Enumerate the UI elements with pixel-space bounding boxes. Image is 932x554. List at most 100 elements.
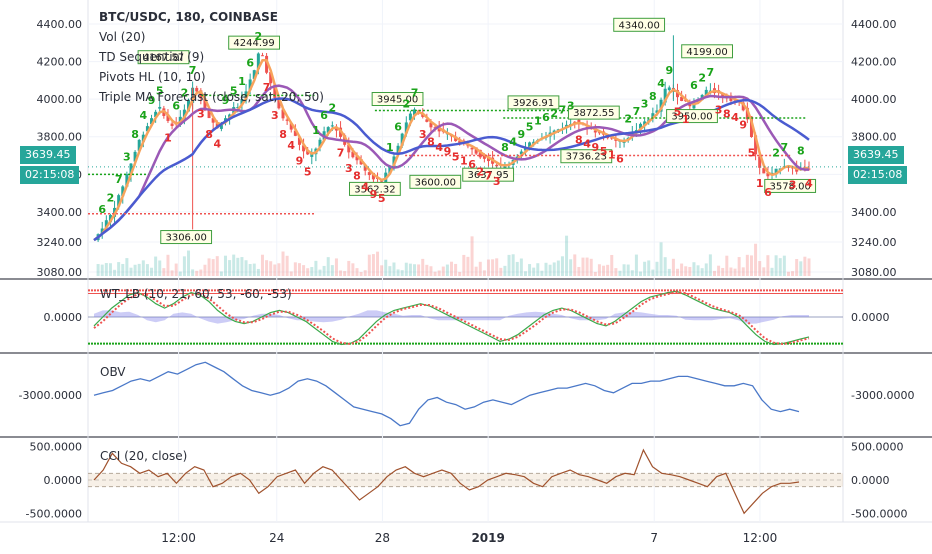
- volume-bar: [211, 259, 215, 276]
- volume-bar: [523, 271, 527, 276]
- td-count-digit: 9: [296, 154, 304, 167]
- td-count-digit: 6: [542, 111, 550, 124]
- volume-bar: [708, 254, 712, 276]
- cci-pane-title[interactable]: CCI (20, close): [100, 449, 188, 463]
- candle-body: [639, 123, 643, 129]
- volume-bar: [413, 264, 417, 276]
- pivot-label-text: 3637.95: [467, 170, 508, 181]
- volume-bar: [429, 266, 433, 276]
- volume-bar: [281, 251, 285, 276]
- td-count-digit: 1: [608, 149, 616, 162]
- volume-bar: [618, 270, 622, 276]
- volume-bar: [684, 266, 688, 276]
- volume-bar: [408, 263, 412, 276]
- volume-bar: [285, 255, 289, 276]
- pivot-label-text: 3950.00: [671, 112, 712, 123]
- volume-bar: [754, 243, 758, 276]
- volume-bar: [507, 254, 511, 276]
- candle-body: [166, 114, 170, 122]
- candle-body: [318, 139, 322, 147]
- volume-bar: [392, 262, 396, 276]
- candle-body: [676, 90, 680, 98]
- indicator-pivots[interactable]: Pivots HL (10, 10): [99, 70, 206, 84]
- volume-bar: [306, 268, 310, 276]
- volume-bar: [314, 260, 318, 276]
- volume-bar: [766, 255, 770, 276]
- volume-bar: [166, 254, 170, 276]
- candle-body: [667, 87, 671, 91]
- volume-bar: [232, 254, 236, 276]
- volume-bar: [141, 260, 145, 276]
- volume-bar: [145, 264, 149, 276]
- volume-bar: [569, 259, 573, 276]
- volume-bar: [589, 258, 593, 276]
- candle-body: [758, 156, 762, 168]
- candle-body: [219, 123, 223, 129]
- volume-bar: [733, 268, 737, 276]
- left-countdown-tag: 02:15:08: [20, 166, 80, 184]
- volume-bar: [700, 268, 704, 276]
- candle-body: [207, 110, 211, 119]
- candle-body: [170, 123, 174, 126]
- td-count-digit: 5: [230, 85, 238, 98]
- volume-bar: [692, 262, 696, 276]
- volume-bar: [252, 263, 256, 276]
- candle-body: [610, 137, 614, 139]
- wt-pane-title[interactable]: WT_LB (10, 21, 60, 53, -60, -53): [100, 287, 292, 301]
- td-count-digit: 3: [789, 179, 797, 192]
- td-count-digit: 7: [411, 86, 419, 99]
- volume-bar: [585, 257, 589, 276]
- price-tick-left: 4200.00: [37, 56, 83, 69]
- candle-body: [688, 103, 692, 107]
- candle-body: [762, 168, 766, 174]
- volume-bar: [326, 257, 330, 276]
- volume-bar: [807, 258, 811, 276]
- pivot-label-text: 3926.91: [513, 98, 554, 109]
- td-count-digit: 5: [748, 147, 756, 160]
- volume-bar: [293, 262, 297, 276]
- candle-body: [269, 71, 273, 84]
- volume-bar: [425, 264, 429, 276]
- volume-bar: [334, 258, 338, 276]
- candle-body: [655, 110, 659, 113]
- obv-pane-title[interactable]: OBV: [100, 365, 126, 379]
- volume-bar: [499, 267, 503, 276]
- volume-bar: [462, 254, 466, 276]
- candle-body: [741, 102, 745, 111]
- candle-body: [347, 144, 351, 153]
- td-count-digit: 5: [600, 145, 608, 158]
- time-tick-label: 28: [375, 531, 390, 545]
- volume-bar: [795, 259, 799, 276]
- volume-bar: [125, 258, 129, 276]
- td-count-digit: 8: [501, 141, 509, 154]
- cci-tick-right: -500.0000: [851, 507, 907, 520]
- volume-bar: [117, 262, 121, 276]
- volume-bar: [195, 270, 199, 276]
- time-tick-label: 12:00: [161, 531, 196, 545]
- candle-body: [388, 166, 392, 174]
- volume-bar: [721, 267, 725, 276]
- td-count-digit: 1: [756, 177, 764, 190]
- indicator-td[interactable]: TD Sequential (9): [99, 50, 205, 64]
- pivot-label-box: [409, 174, 462, 189]
- price-tick-right: 4000.00: [851, 93, 897, 106]
- indicator-triple-ma[interactable]: Triple MA Forecast (close, sat, 20, 50): [99, 90, 324, 104]
- volume-bar: [445, 264, 449, 276]
- pivot-label-box: [560, 149, 613, 164]
- volume-bar: [310, 267, 314, 276]
- volume-bar: [121, 263, 125, 276]
- volume-bar: [417, 264, 421, 276]
- candle-body: [774, 168, 778, 175]
- volume-bar: [519, 258, 523, 276]
- volume-bar: [150, 267, 154, 276]
- volume-bar: [384, 259, 388, 276]
- volume-bar: [552, 262, 556, 276]
- candle-body: [158, 106, 162, 109]
- volume-bar: [655, 261, 659, 276]
- symbol-title[interactable]: BTC/USDC, 180, COINBASE: [99, 10, 278, 24]
- indicator-vol[interactable]: Vol (20): [99, 30, 146, 44]
- volume-bar: [170, 270, 174, 276]
- candle-body: [408, 113, 412, 121]
- volume-bar: [577, 266, 581, 276]
- volume-bar: [528, 264, 532, 276]
